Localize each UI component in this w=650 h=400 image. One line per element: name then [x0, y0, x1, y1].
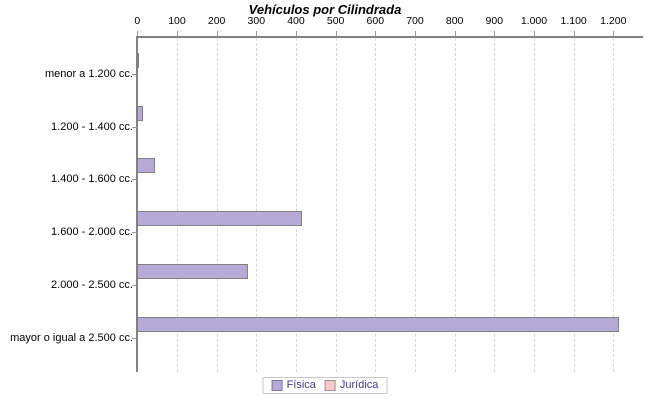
legend-label-juridica: Jurídica: [339, 379, 379, 391]
bar-fisica: [137, 53, 140, 68]
x-tick-label: 0: [134, 15, 141, 27]
gridline: [494, 37, 496, 372]
bar-fisica: [137, 211, 302, 227]
x-tick-mark: [216, 31, 218, 36]
category-label: mayor o igual a 2.500 cc.: [10, 331, 133, 344]
y-axis-line: [136, 35, 139, 372]
category-label: 1.200 - 1.400 cc.: [51, 120, 133, 133]
x-tick-mark: [454, 31, 456, 36]
bar-fisica: [137, 158, 156, 174]
gridline: [216, 37, 218, 372]
gridline: [533, 37, 535, 372]
x-tick-mark: [375, 31, 377, 36]
gridline: [613, 37, 615, 372]
x-tick-label: 400: [287, 15, 305, 27]
x-tick-label: 800: [445, 15, 464, 27]
x-tick-mark: [176, 31, 178, 36]
gridline: [375, 37, 377, 372]
y-tick-mark: [132, 284, 137, 286]
x-tick-label: 300: [247, 15, 266, 27]
legend-item-juridica: Jurídica: [324, 379, 379, 391]
x-tick-label: 700: [406, 15, 424, 27]
x-tick-mark: [137, 31, 139, 36]
y-tick-mark: [132, 126, 137, 128]
chart-title: Vehículos por Cilindrada: [248, 2, 402, 17]
x-tick-label: 500: [326, 15, 345, 27]
gridline: [335, 37, 337, 372]
y-tick-mark: [132, 74, 137, 75]
x-tick-mark: [256, 31, 258, 36]
x-tick-label: 100: [168, 15, 186, 27]
x-tick-mark: [613, 31, 615, 36]
y-tick-mark: [132, 179, 137, 181]
gridline: [295, 37, 297, 372]
category-label: 1.400 - 1.600 cc.: [51, 173, 133, 186]
x-tick-label: 600: [366, 15, 385, 27]
bar-fisica: [137, 316, 620, 332]
legend-item-fisica: Física: [271, 379, 316, 391]
x-tick-mark: [494, 31, 496, 36]
x-axis-line: [136, 35, 643, 38]
x-tick-label: 1.100: [560, 15, 587, 27]
y-tick-mark: [132, 337, 137, 339]
x-tick-mark: [335, 31, 337, 36]
category-label: 1.600 - 2.000 cc.: [51, 226, 133, 239]
gridline: [176, 37, 178, 372]
x-tick-mark: [573, 31, 575, 36]
x-tick-mark: [533, 31, 535, 36]
bar-fisica: [137, 263, 249, 279]
legend-label-fisica: Física: [286, 379, 316, 391]
gridline: [414, 37, 416, 372]
x-tick-label: 1.200: [600, 15, 627, 27]
x-tick-mark: [414, 31, 416, 36]
category-label: menor a 1.200 cc.: [44, 68, 133, 80]
juridica-swatch-icon: [324, 380, 336, 391]
x-tick-label: 900: [485, 15, 504, 27]
legend: Física Jurídica: [262, 377, 388, 394]
x-tick-label: 200: [207, 15, 226, 27]
x-tick-mark: [295, 31, 297, 36]
bar-fisica: [137, 105, 144, 121]
gridline: [454, 37, 456, 372]
x-tick-label: 1.000: [520, 15, 548, 27]
gridline: [573, 37, 575, 372]
y-tick-mark: [132, 232, 137, 234]
fisica-swatch-icon: [271, 380, 283, 391]
category-label: 2.000 - 2.500 cc.: [51, 278, 133, 291]
gridline: [256, 37, 258, 372]
